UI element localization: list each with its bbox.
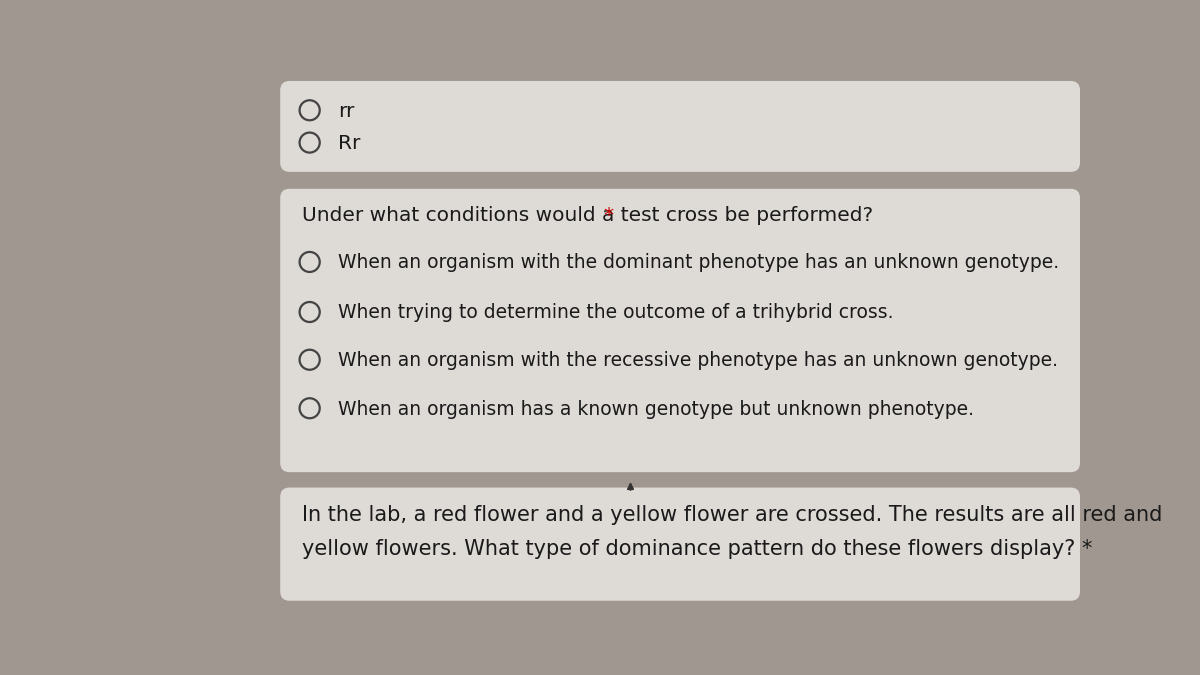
FancyBboxPatch shape: [281, 189, 1080, 472]
Text: rr: rr: [338, 101, 355, 121]
FancyBboxPatch shape: [281, 81, 1080, 172]
Text: Under what conditions would a test cross be performed?: Under what conditions would a test cross…: [302, 207, 874, 225]
FancyBboxPatch shape: [281, 487, 1080, 601]
Text: When an organism with the recessive phenotype has an unknown genotype.: When an organism with the recessive phen…: [338, 351, 1058, 370]
Text: *: *: [604, 207, 613, 225]
Text: When an organism has a known genotype but unknown phenotype.: When an organism has a known genotype bu…: [338, 400, 974, 418]
Text: yellow flowers. What type of dominance pattern do these flowers display? *: yellow flowers. What type of dominance p…: [302, 539, 1092, 559]
Text: When an organism with the dominant phenotype has an unknown genotype.: When an organism with the dominant pheno…: [338, 253, 1060, 272]
Text: Rr: Rr: [338, 134, 361, 153]
Text: When trying to determine the outcome of a trihybrid cross.: When trying to determine the outcome of …: [338, 303, 894, 322]
Text: In the lab, a red flower and a yellow flower are crossed. The results are all re: In the lab, a red flower and a yellow fl…: [302, 504, 1163, 524]
